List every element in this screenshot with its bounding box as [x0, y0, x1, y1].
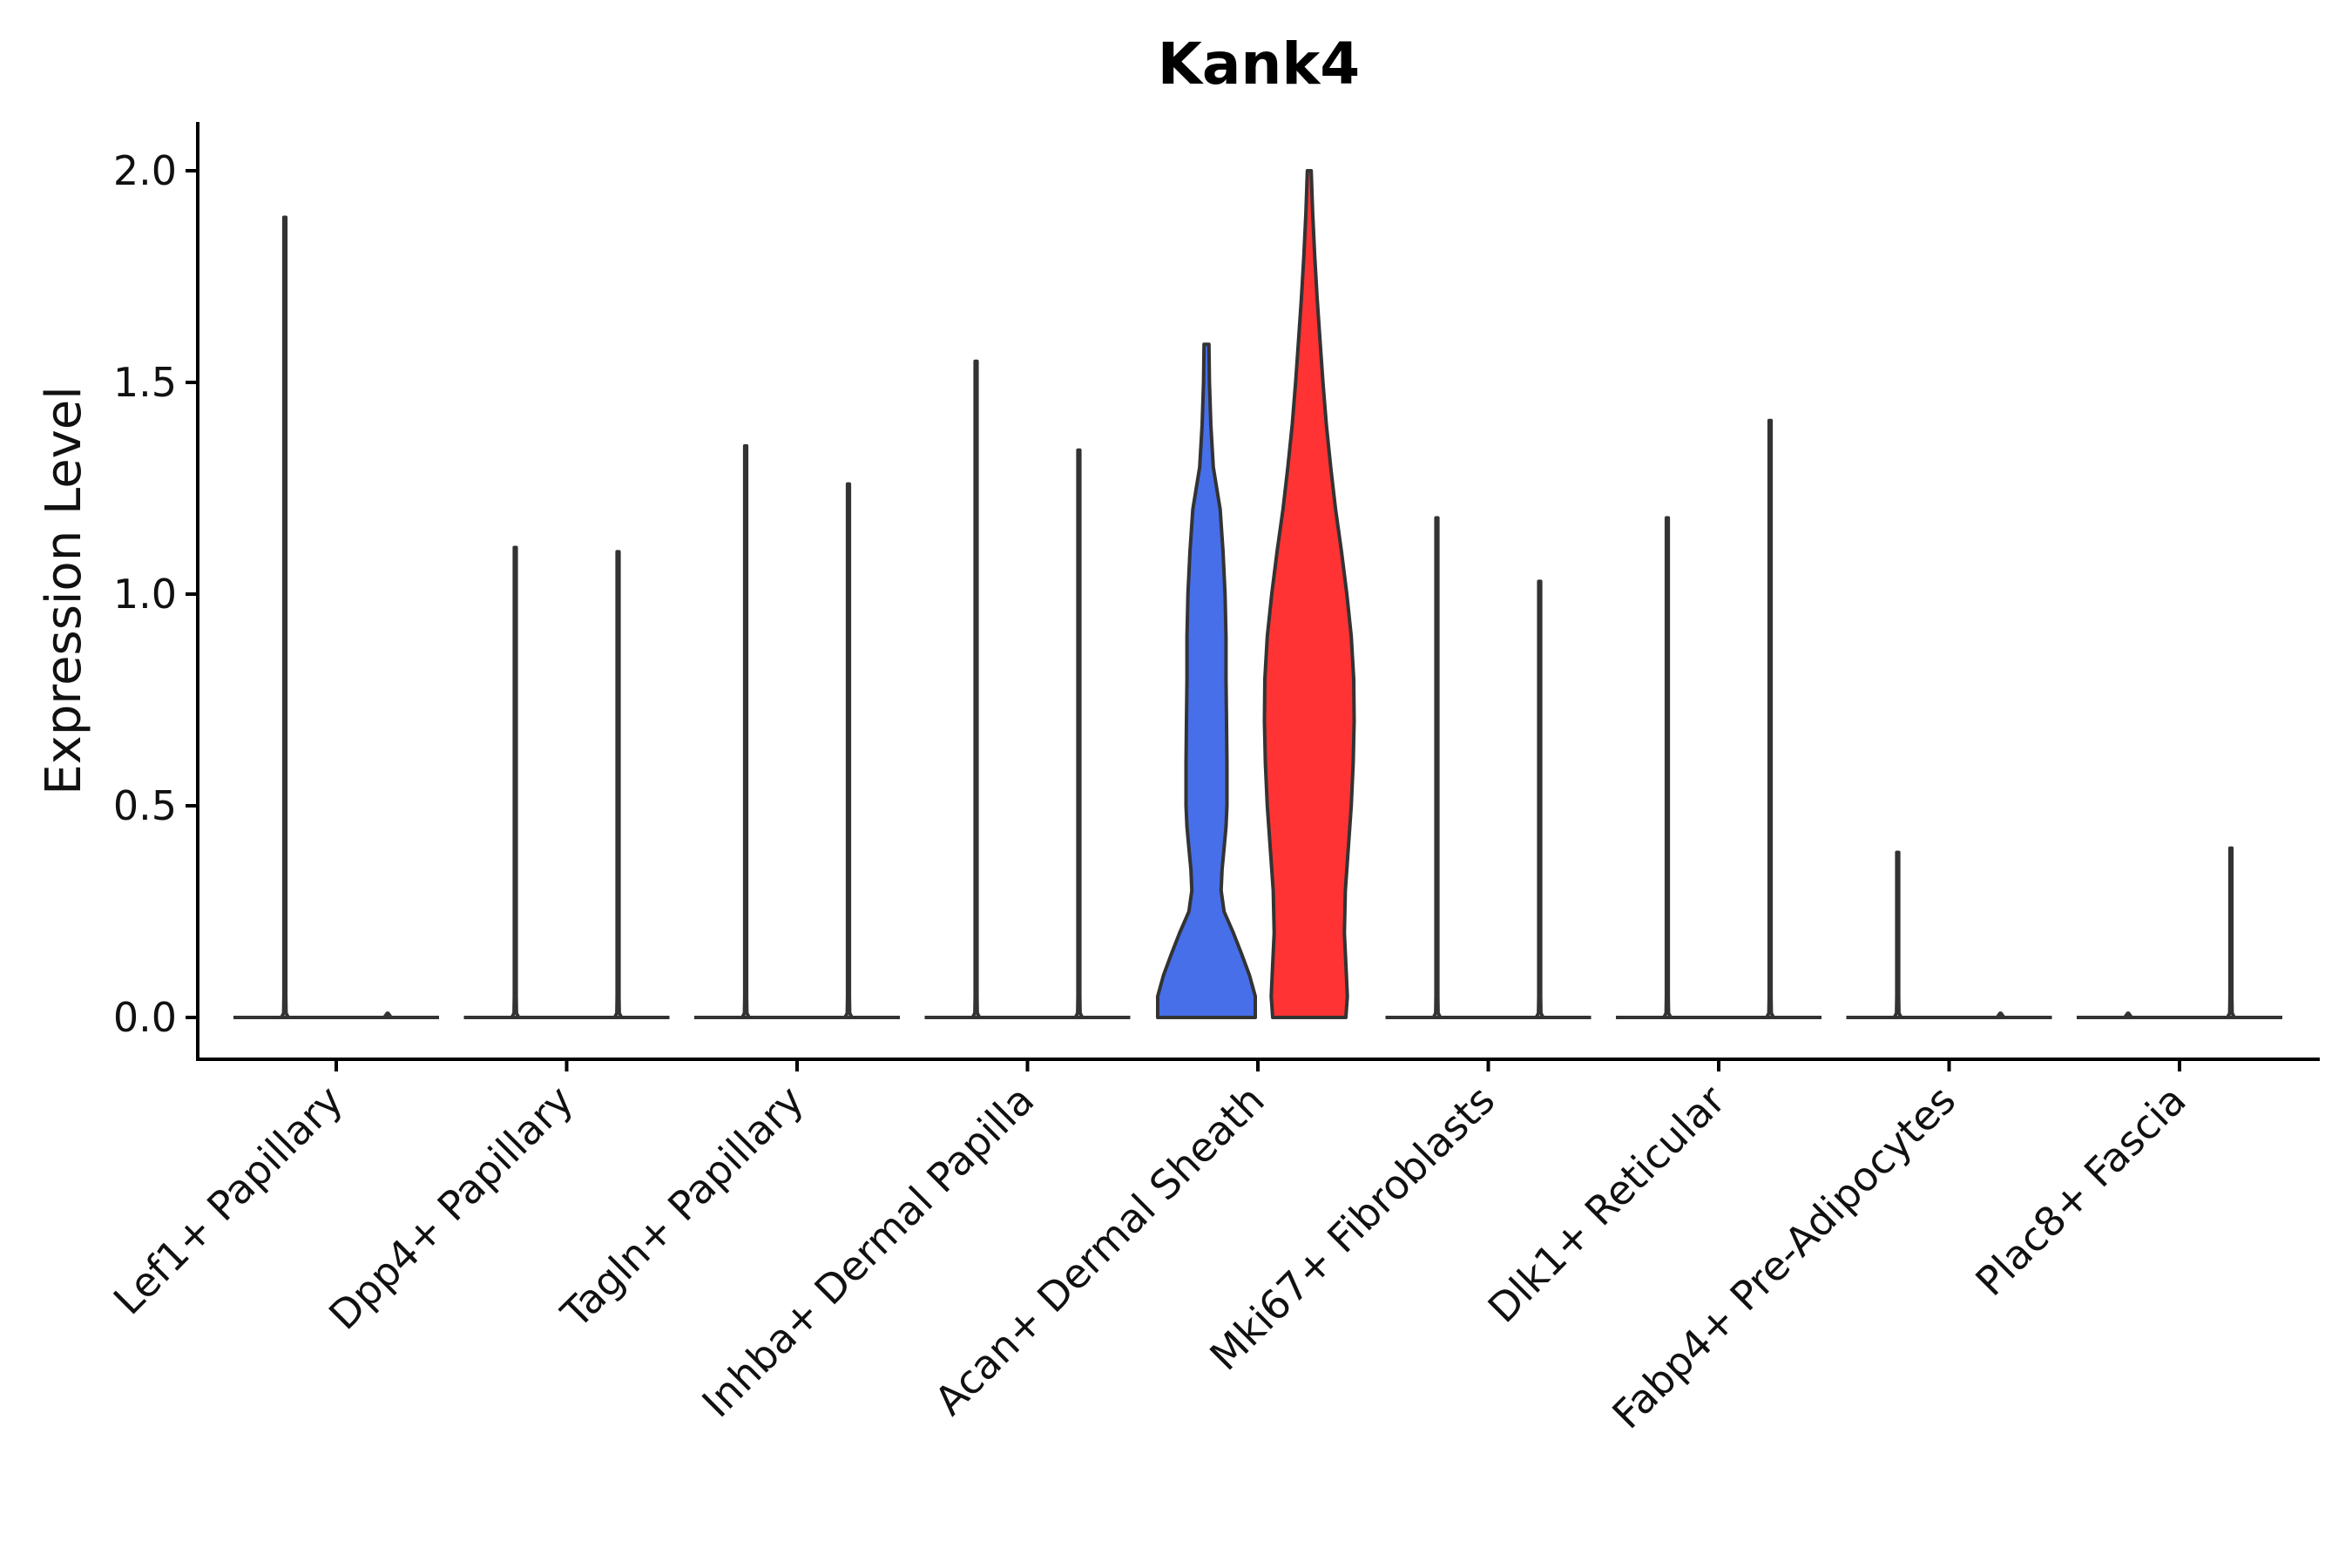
- y-tick-label: 1.0: [113, 571, 177, 618]
- violin-right-3: [843, 482, 854, 1019]
- y-tick-label: 2.0: [113, 147, 177, 194]
- plot-area: [233, 169, 2282, 1019]
- violin-left-5: [1156, 342, 1257, 1019]
- violin-left-8: [1892, 850, 1903, 1019]
- violin-left-6: [1431, 516, 1443, 1019]
- y-axis-label: Expression Level: [36, 386, 92, 795]
- violin-left-1: [280, 215, 290, 1019]
- x-category-label: Plac8+ Fascia: [1966, 1077, 2194, 1305]
- violin-left-3: [740, 443, 751, 1019]
- violin-right-2: [612, 550, 624, 1019]
- violin-right-4: [1073, 448, 1085, 1019]
- x-category-label: Dpp4+ Papillary: [320, 1077, 582, 1339]
- y-tick-label: 0.0: [113, 994, 177, 1041]
- x-category-label: Lef1+ Papillary: [105, 1077, 352, 1324]
- y-tick-label: 0.5: [113, 782, 177, 829]
- violin-left-7: [1662, 516, 1673, 1019]
- violin-left-4: [970, 359, 982, 1019]
- violin-right-9: [2226, 846, 2236, 1019]
- chart-title: Kank4: [1158, 30, 1360, 98]
- violin-left-2: [510, 545, 521, 1019]
- violin-right-5: [1262, 169, 1356, 1019]
- y-axis-ticks: 0.0 0.5 1.0 1.5 2.0: [113, 147, 198, 1041]
- y-tick-label: 1.5: [113, 359, 177, 406]
- x-category-label: Tagln+ Papillary: [551, 1077, 813, 1338]
- violin-right-7: [1765, 418, 1775, 1019]
- x-category-label: Dlk1+ Reticular: [1479, 1077, 1734, 1332]
- violin-right-6: [1534, 579, 1545, 1019]
